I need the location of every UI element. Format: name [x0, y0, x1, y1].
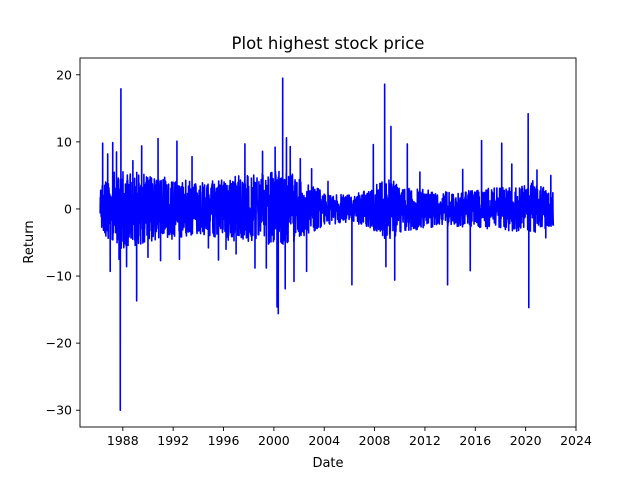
x-tick-label: 2008 — [359, 433, 391, 448]
y-axis-label: Return — [22, 220, 37, 263]
x-tick-label: 2000 — [258, 433, 290, 448]
plot-frame — [79, 57, 577, 428]
y-axis: −30 −20 −10 0 10 20 — [46, 67, 80, 418]
y-tick-label: −30 — [46, 403, 72, 418]
y-tick-label: −20 — [46, 336, 72, 351]
return-line — [99, 77, 555, 412]
return-series — [99, 77, 555, 412]
x-tick-label: 2012 — [409, 433, 441, 448]
x-tick-label: 2020 — [510, 433, 542, 448]
x-tick-label: 2004 — [308, 433, 340, 448]
y-tick-label: 10 — [56, 134, 72, 149]
x-axis-label: Date — [312, 456, 343, 471]
x-tick-label: 1996 — [208, 433, 240, 448]
x-tick-label: 1988 — [107, 433, 139, 448]
y-tick-label: 20 — [56, 67, 72, 82]
plot-area — [79, 57, 577, 428]
x-tick-label: 2016 — [459, 433, 491, 448]
y-tick-label: 0 — [64, 201, 72, 216]
x-tick-label: 1992 — [157, 433, 189, 448]
x-axis: 1988 1992 1996 2000 2004 2008 2012 2016 2020 2024 — [107, 427, 592, 448]
x-tick-label: 2024 — [560, 433, 592, 448]
y-tick-label: −10 — [46, 269, 72, 284]
chart-title: Plot highest stock price — [232, 34, 425, 53]
